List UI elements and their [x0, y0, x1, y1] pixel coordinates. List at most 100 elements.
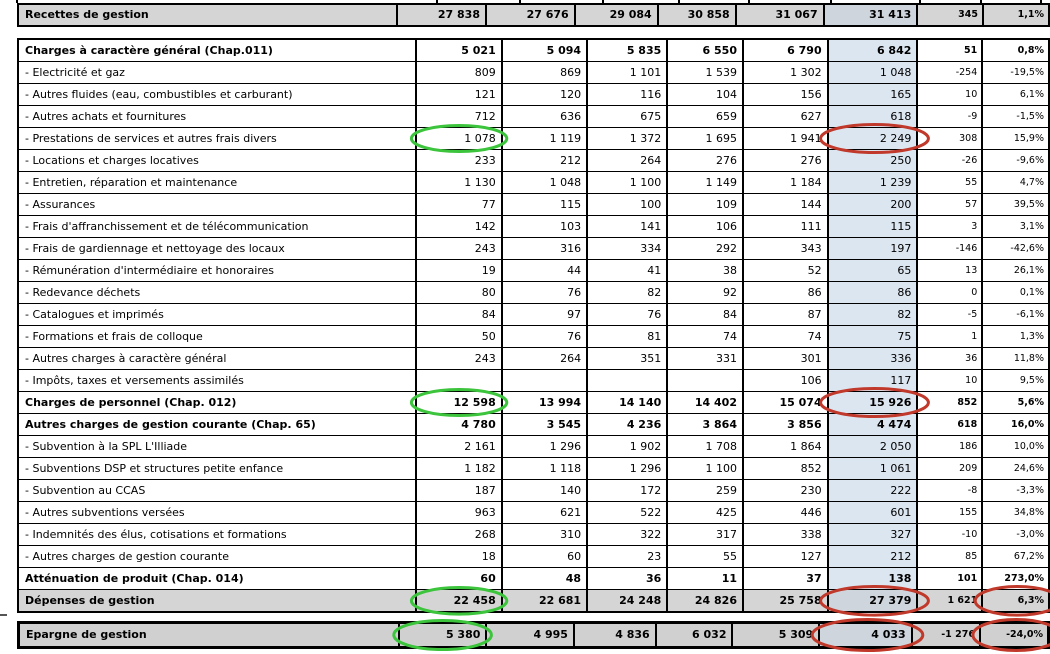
value-cell: 77	[415, 193, 503, 216]
row-label-cell: Recettes de gestion	[16, 3, 399, 27]
delta-cell: 1	[916, 325, 984, 348]
charges-section-table: Charges à caractère général (Chap.011) 5 …	[16, 38, 1050, 613]
row-label-cell: - Rémunération d'intermédiaire et honora…	[16, 259, 418, 282]
delta-cell: 55	[916, 171, 984, 194]
value-cell: 60	[415, 567, 503, 590]
value-cell: 1 182	[415, 457, 503, 480]
delta-cell: 345	[916, 3, 984, 27]
table-row: - Indemnités des élus, cotisations et fo…	[16, 523, 1050, 546]
value-cell: 3 856	[742, 413, 829, 436]
value-cell: 316	[500, 237, 589, 260]
value-cell: 120	[500, 83, 589, 106]
value-cell: 4 474	[826, 413, 919, 436]
delta-cell: 618	[916, 413, 984, 436]
value-cell: 230	[742, 479, 829, 502]
value-cell	[666, 369, 744, 392]
value-cell: 24 826	[666, 589, 744, 613]
value-cell: 165	[826, 83, 919, 106]
column-line-stub	[980, 0, 982, 3]
column-line-stub	[678, 0, 680, 3]
percent-cell: 1,1%	[981, 3, 1050, 27]
value-cell: 446	[742, 501, 829, 524]
value-cell: 5 835	[586, 38, 669, 62]
value-cell: 852	[742, 457, 829, 480]
value-cell: 1 048	[500, 171, 589, 194]
value-cell: 76	[586, 303, 669, 326]
value-cell: 84	[666, 303, 744, 326]
value-cell: 4 033	[818, 622, 913, 648]
value-cell: 675	[586, 105, 669, 128]
value-cell: 712	[415, 105, 503, 128]
value-cell: 522	[586, 501, 669, 524]
value-cell: 327	[826, 523, 919, 546]
row-label-cell: - Autres charges de gestion courante	[16, 545, 418, 568]
value-cell: 212	[826, 545, 919, 568]
value-cell: 2 161	[415, 435, 503, 458]
value-cell: 60	[500, 545, 589, 568]
value-cell: 264	[500, 347, 589, 370]
table-row: - Frais d'affranchissement et de télécom…	[16, 215, 1050, 238]
value-cell: 3 545	[500, 413, 589, 436]
value-cell: 142	[415, 215, 503, 238]
value-cell: 1 864	[742, 435, 829, 458]
table-row: - Autres charges à caractère général 243 2…	[16, 347, 1050, 370]
value-cell: 1 101	[586, 61, 669, 84]
percent-cell: -19,5%	[981, 61, 1050, 84]
stray-dash-mark	[0, 614, 7, 616]
value-cell: 22 681	[500, 589, 589, 613]
delta-cell: 10	[916, 83, 984, 106]
row-label-cell: - Subventions DSP et structures petite e…	[16, 457, 418, 480]
row-label-cell: - Electricité et gaz	[16, 61, 418, 84]
value-cell: 1 149	[666, 171, 744, 194]
value-cell: 13 994	[500, 391, 589, 414]
value-cell: 351	[586, 347, 669, 370]
delta-cell: -5	[916, 303, 984, 326]
table-row: Dépenses de gestion 22 458 22 681 24 248 24 …	[16, 589, 1050, 613]
table-row: - Autres charges de gestion courante 18 60…	[16, 545, 1050, 568]
delta-cell: -146	[916, 237, 984, 260]
value-cell: 601	[826, 501, 919, 524]
row-label-cell: Dépenses de gestion	[16, 589, 418, 613]
column-line-stub	[748, 0, 750, 3]
value-cell: 222	[826, 479, 919, 502]
value-cell: 14 402	[666, 391, 744, 414]
value-cell: 141	[586, 215, 669, 238]
value-cell: 1 130	[415, 171, 503, 194]
table-row: - Assurances 77 115 100 109 144 200 57 39,5%	[16, 193, 1050, 216]
value-cell: 1 902	[586, 435, 669, 458]
value-cell: 38	[666, 259, 744, 282]
value-cell: 65	[826, 259, 919, 282]
value-cell: 41	[586, 259, 669, 282]
percent-cell: 5,6%	[981, 391, 1050, 414]
value-cell: 1 100	[586, 171, 669, 194]
value-cell: 23	[586, 545, 669, 568]
value-cell: 15 074	[742, 391, 829, 414]
row-label-cell: Epargne de gestion	[17, 622, 400, 648]
delta-cell: -26	[916, 149, 984, 172]
table-row: - Prestations de services et autres frai…	[16, 127, 1050, 150]
value-cell: 92	[666, 281, 744, 304]
value-cell: 97	[500, 303, 589, 326]
row-label-cell: Autres charges de gestion courante (Chap…	[16, 413, 418, 436]
value-cell: 138	[826, 567, 919, 590]
value-cell: 104	[666, 83, 744, 106]
recettes-body: Recettes de gestion 27 838 27 676 29 084 30 …	[16, 3, 1050, 27]
row-label-cell: - Subvention à la SPL L'Illiade	[16, 435, 418, 458]
value-cell: 659	[666, 105, 744, 128]
value-cell: 103	[500, 215, 589, 238]
cut-off-row-stub	[0, 0, 1050, 3]
value-cell	[415, 369, 503, 392]
value-cell: 30 858	[656, 3, 737, 27]
value-cell: 343	[742, 237, 829, 260]
value-cell: 14 140	[586, 391, 669, 414]
value-cell: 106	[742, 369, 829, 392]
table-row: - Autres achats et fournitures 712 636 675 6…	[16, 105, 1050, 128]
value-cell: 172	[586, 479, 669, 502]
value-cell: 116	[586, 83, 669, 106]
table-row: - Autres fluides (eau, combustibles et c…	[16, 83, 1050, 106]
delta-cell: 186	[916, 435, 984, 458]
table-row: Charges à caractère général (Chap.011) 5 …	[16, 38, 1050, 62]
value-cell: 259	[666, 479, 744, 502]
value-cell: 2 249	[826, 127, 919, 150]
row-label-cell: - Autres fluides (eau, combustibles et c…	[16, 83, 418, 106]
